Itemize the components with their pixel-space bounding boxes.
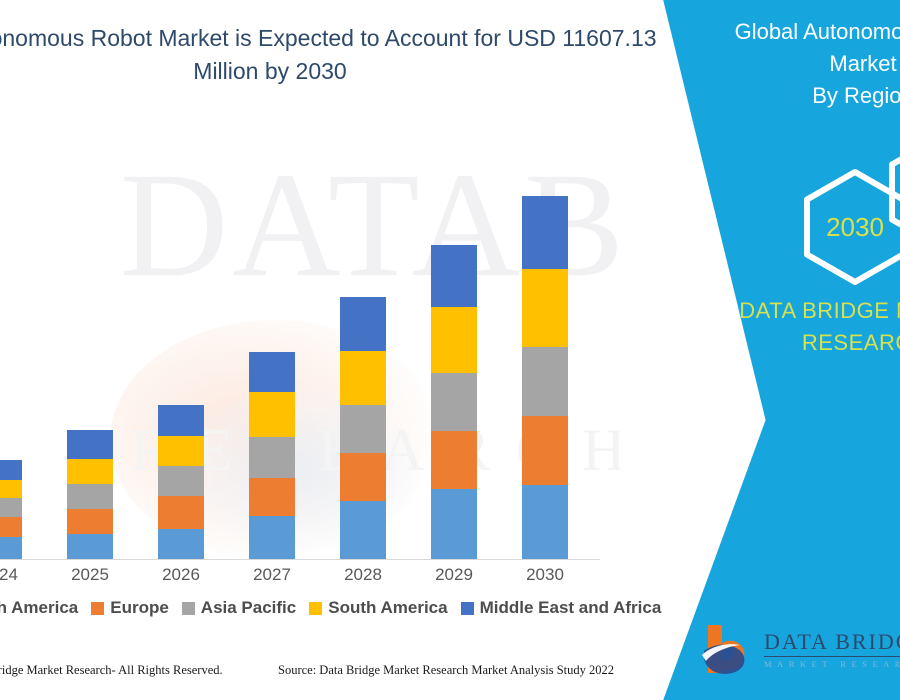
legend-label: Europe xyxy=(110,598,169,617)
bar-segment-2026-4 xyxy=(158,405,204,436)
page-title-line2: Million by 2030 xyxy=(193,58,347,84)
panel-heading-line1: Global Autonomous Robot Market xyxy=(734,19,900,76)
bar-segment-2026-0 xyxy=(158,529,204,559)
bar-2030[interactable] xyxy=(522,196,568,559)
x-axis-line xyxy=(0,559,600,560)
panel-brand: DATA BRIDGE MARKET RESEARCH xyxy=(700,295,900,359)
hexagon-year-2023[interactable]: 2023 xyxy=(885,132,900,252)
bar-segment-2027-4 xyxy=(249,352,295,392)
bar-segment-2024-3 xyxy=(0,480,22,498)
hexagon-year-2030-label: 2030 xyxy=(826,211,884,242)
bar-segment-2024-2 xyxy=(0,498,22,517)
legend-item-europe[interactable]: Europe xyxy=(91,598,169,618)
bar-segment-2029-0 xyxy=(431,489,477,559)
footer-source: Source: Data Bridge Market Research Mark… xyxy=(278,663,615,677)
logo-wordmark: DATA BRIDGE MARKET RESEARCH xyxy=(764,631,900,669)
chart-legend: North America Europe Asia Pacific South Ame… xyxy=(0,598,662,618)
bar-segment-2025-2 xyxy=(67,484,113,509)
x-axis-label-2024: 2024 xyxy=(0,565,18,584)
bar-segment-2027-3 xyxy=(249,392,295,437)
bar-segment-2030-4 xyxy=(522,196,568,269)
hexagon-year-2030[interactable]: 2030 xyxy=(800,167,900,287)
x-axis-label-2030: 2030 xyxy=(526,565,564,584)
bar-segment-2028-1 xyxy=(340,453,386,501)
bar-2027[interactable] xyxy=(249,352,295,559)
bar-segment-2030-0 xyxy=(522,485,568,559)
bar-2029[interactable] xyxy=(431,245,477,559)
bar-segment-2028-2 xyxy=(340,405,386,453)
data-bridge-b-icon xyxy=(700,621,756,679)
bar-segment-2029-4 xyxy=(431,245,477,307)
legend-item-south-america[interactable]: South America xyxy=(309,598,448,618)
hexagon-group: 2023 2030 xyxy=(640,140,900,320)
x-axis-label-2026: 2026 xyxy=(162,565,200,584)
bar-segment-2024-1 xyxy=(0,517,22,537)
legend-label: North America xyxy=(0,598,79,617)
bar-group xyxy=(0,150,600,559)
legend-swatch-icon xyxy=(309,601,323,615)
bar-segment-2025-3 xyxy=(67,459,113,484)
page-title-line1: Global Autonomous Robot Market is Expect… xyxy=(0,25,657,51)
legend-item-asia-pacific[interactable]: Asia Pacific xyxy=(181,598,297,618)
x-axis-label-2029: 2029 xyxy=(435,565,473,584)
x-axis-labels: 2024 2025 2026 2027 2028 2029 2030 xyxy=(0,565,660,595)
panel-brand-line1: DATA BRIDGE MARKET xyxy=(739,298,900,323)
legend-label: South America xyxy=(328,598,448,617)
legend-swatch-icon xyxy=(181,601,195,615)
bar-segment-2029-1 xyxy=(431,431,477,489)
legend-item-north-america[interactable]: North America xyxy=(0,598,78,618)
data-bridge-logo[interactable]: DATA BRIDGE MARKET RESEARCH xyxy=(700,618,900,682)
bar-segment-2027-2 xyxy=(249,437,295,478)
legend-swatch-icon xyxy=(91,601,105,615)
bar-segment-2028-0 xyxy=(340,501,386,559)
logo-subtitle: MARKET RESEARCH xyxy=(764,659,900,670)
legend-swatch-icon xyxy=(460,601,474,615)
bar-segment-2026-3 xyxy=(158,436,204,466)
footer: © Data Bridge Market Research- All Right… xyxy=(0,663,660,693)
bar-segment-2030-2 xyxy=(522,347,568,416)
bar-segment-2025-1 xyxy=(67,509,113,534)
x-axis-label-2028: 2028 xyxy=(344,565,382,584)
panel-heading: Global Autonomous Robot Market By Region xyxy=(698,16,900,112)
legend-item-middle-east-and-africa[interactable]: Middle East and Africa xyxy=(460,598,662,618)
legend-label: Asia Pacific xyxy=(200,598,297,617)
bar-segment-2024-0 xyxy=(0,537,22,559)
x-axis-label-2025: 2025 xyxy=(71,565,109,584)
bar-2028[interactable] xyxy=(340,297,386,559)
bar-segment-2025-0 xyxy=(67,534,113,559)
bar-segment-2027-0 xyxy=(249,516,295,559)
bar-segment-2029-2 xyxy=(431,373,477,431)
page-title: Global Autonomous Robot Market is Expect… xyxy=(0,22,670,88)
footer-copyright: © Data Bridge Market Research- All Right… xyxy=(0,663,223,677)
bar-segment-2028-4 xyxy=(340,297,386,351)
panel-brand-line2: RESEARCH xyxy=(801,330,900,355)
bar-segment-2026-2 xyxy=(158,466,204,496)
chart-region: Global Autonomous Robot Market is Expect… xyxy=(0,25,662,693)
bar-2024[interactable] xyxy=(0,460,22,559)
bar-segment-2029-3 xyxy=(431,307,477,373)
bar-segment-2026-1 xyxy=(158,496,204,529)
legend-label: Middle East and Africa xyxy=(479,598,662,617)
region-panel: Global Autonomous Robot Market By Region… xyxy=(640,0,900,700)
bar-2025[interactable] xyxy=(67,430,113,559)
bar-segment-2030-3 xyxy=(522,269,568,347)
bar-segment-2028-3 xyxy=(340,351,386,405)
bar-2026[interactable] xyxy=(158,405,204,559)
x-axis-label-2027: 2027 xyxy=(253,565,291,584)
bar-segment-2030-1 xyxy=(522,416,568,485)
logo-name: DATA BRIDGE xyxy=(764,631,900,658)
panel-heading-line2: By Region xyxy=(812,83,900,108)
plot-area xyxy=(0,150,660,560)
bar-segment-2024-4 xyxy=(0,460,22,480)
bar-segment-2027-1 xyxy=(249,478,295,516)
bar-segment-2025-4 xyxy=(67,430,113,459)
